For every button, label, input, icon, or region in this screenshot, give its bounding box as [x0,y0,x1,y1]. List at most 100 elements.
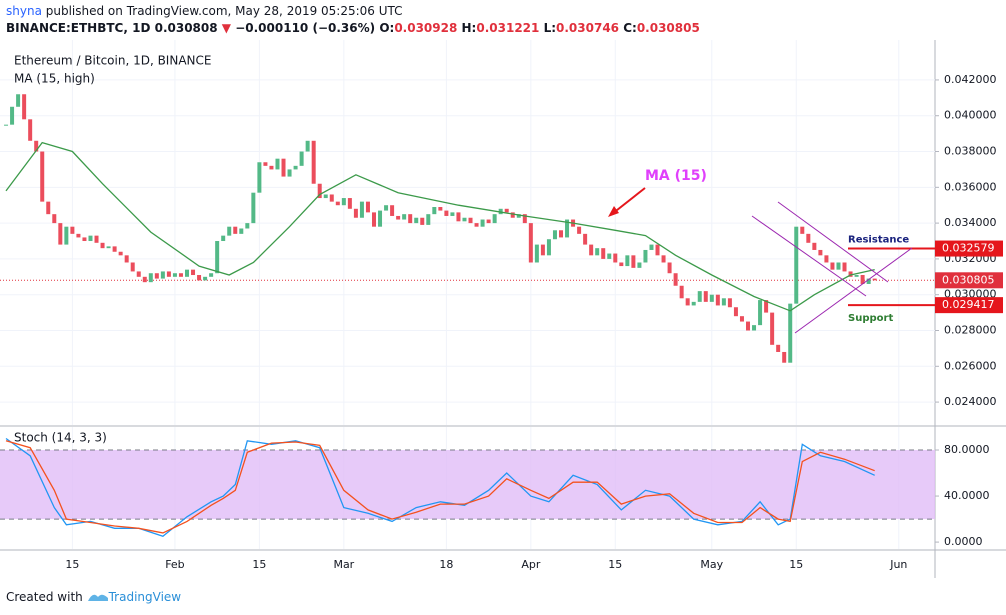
ohlc-value: 0.030746 [556,21,620,35]
candle [462,217,467,222]
stoch-line [5,440,875,534]
symbol: BINANCE:ETHBTC, 1D [6,21,151,35]
channel-line [777,201,889,283]
candle [528,223,533,263]
chart: Ethereum / Bitcoin, 1D, BINANCE MA (15, h… [0,40,1006,578]
x-tick-label: May [700,558,723,571]
y-tick-label: 0.028000 [944,324,997,337]
candle [16,94,21,107]
candle [353,208,358,218]
candle [625,255,630,267]
candle [444,210,449,216]
y-tick-label: 0.040000 [944,109,997,122]
x-tick-label: Jun [889,558,907,571]
candle [396,215,401,220]
candle [661,255,666,263]
candle [552,230,557,240]
level-name: Support [848,313,893,324]
x-tick-label: 15 [789,558,803,571]
candle [480,219,485,227]
candle [776,344,781,352]
candle [64,226,69,245]
candle [872,278,877,281]
candle [88,235,93,242]
candle [384,205,389,211]
level-box [935,240,1003,257]
candle [866,278,871,284]
ohlc-label: O: [379,21,395,35]
ohlc-label: H: [461,21,477,35]
candle [46,201,51,215]
level-value: 0.029417 [942,298,995,311]
candle [251,192,256,224]
candle [287,169,292,177]
candle [420,217,425,225]
candle [709,294,714,302]
candle [619,262,624,267]
candle [263,162,268,166]
y-tick-label: 0.034000 [944,216,997,229]
last-price-label: 0.030805 [942,273,995,286]
candle [583,233,588,245]
candle [299,151,304,166]
candle [504,208,509,213]
footer: Created with TradingView [6,590,181,604]
candle [474,223,479,227]
candle [378,210,383,227]
candle [245,223,250,229]
marks [0,94,935,538]
candle [546,239,551,256]
candle [408,214,413,224]
candle [359,201,364,218]
candle [806,233,811,243]
candle [637,262,642,268]
channel-line [794,247,913,334]
candle [432,207,437,215]
y-tick-label: 40.0000 [944,489,990,502]
x-tick-label: 15 [252,558,266,571]
arrow: ▼ [221,21,232,35]
ohlc-value: 0.030805 [636,21,700,35]
candle [257,162,262,193]
candle [788,303,793,363]
candle [752,325,757,331]
candle [178,273,183,277]
y-tick-label: 0.026000 [944,359,997,372]
stoch-band [0,450,935,520]
candle [601,248,606,259]
candle [703,291,708,302]
y-tick-label: 80.0000 [944,443,990,456]
candle [450,212,455,216]
candle [209,273,214,277]
ohlc: O:0.030928 H:0.031221 L:0.030746 C:0.030… [379,21,700,35]
candle [82,237,87,242]
candle [10,106,15,125]
candle [40,151,45,202]
candle [589,244,594,256]
candle [758,300,763,326]
candle [685,298,690,306]
ohlc-value: 0.031221 [476,21,540,35]
candle [721,298,726,306]
arrow [611,187,646,215]
y-tick-label: 0.042000 [944,73,997,86]
candle [22,94,27,120]
author: shyna [6,4,42,18]
candle [185,269,189,277]
footer-text: Created with [6,590,83,604]
candle [595,248,600,256]
candle [136,271,141,277]
candle [390,205,395,216]
candle [215,241,220,274]
candle [655,244,660,256]
grid [0,40,935,549]
channel-line [751,215,867,297]
candle [691,301,696,306]
candle [534,244,539,263]
candle [800,226,805,234]
candle [100,242,105,249]
candle [154,273,159,279]
candle [516,214,521,218]
candle [414,217,419,224]
